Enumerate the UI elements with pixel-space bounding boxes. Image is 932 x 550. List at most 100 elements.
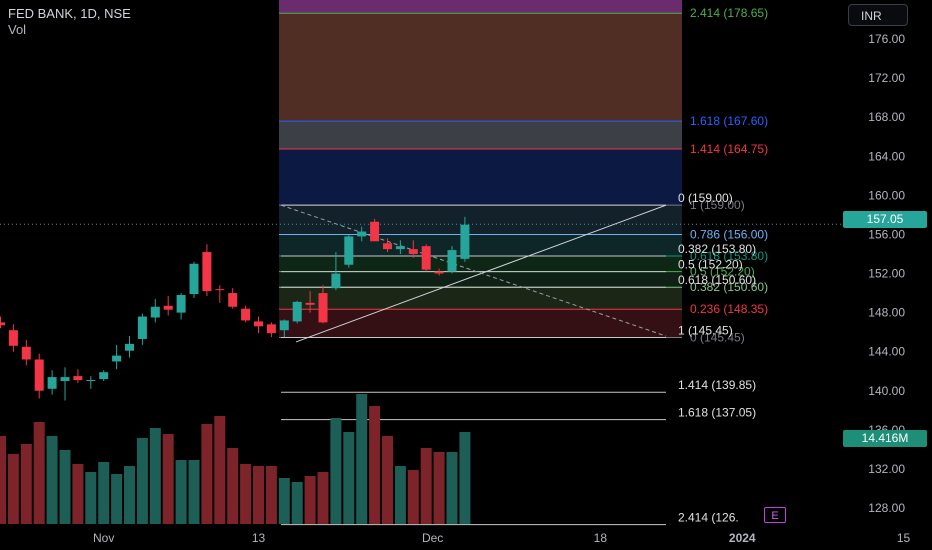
candle-body xyxy=(8,330,18,346)
fib-ext-label: 0.382 (153.80) xyxy=(678,242,756,256)
fib-band xyxy=(279,205,682,235)
candle-body xyxy=(150,306,160,318)
volume-bar xyxy=(291,482,303,524)
candle-body xyxy=(176,295,186,313)
volume-bar xyxy=(317,472,329,524)
candle-body xyxy=(215,289,225,291)
candle-body xyxy=(99,372,109,380)
candle-body xyxy=(408,249,418,254)
fib-ext-label: 1.414 (139.85) xyxy=(678,378,756,392)
candle-body xyxy=(163,305,173,310)
volume-bar xyxy=(446,452,458,524)
volume-bar xyxy=(459,432,471,524)
fib-retracement-left: 2.414 (178.65) 1.618 (167.60) 1.414 (164.7… xyxy=(279,0,768,345)
fib-band xyxy=(279,13,682,122)
candle-body xyxy=(254,321,263,327)
x-axis: Nov 13 Dec 18 2024 15 xyxy=(93,531,910,545)
candles xyxy=(0,216,470,401)
chart-legend: FED BANK, 1D, NSE Vol xyxy=(8,6,131,38)
candle-body xyxy=(279,320,289,331)
candle-body xyxy=(331,273,341,289)
y-tick-label: 172.00 xyxy=(868,71,905,85)
y-tick-label: 164.00 xyxy=(868,149,905,163)
volume-bar xyxy=(265,466,277,524)
candle-body xyxy=(344,236,354,265)
candle-body xyxy=(228,293,238,307)
fib-band xyxy=(279,0,682,14)
y-tick-label: 152.00 xyxy=(868,267,905,281)
candle-body xyxy=(34,359,44,391)
volume-bar xyxy=(33,422,45,524)
volume-bar xyxy=(394,466,406,524)
y-tick-label: 140.00 xyxy=(868,384,905,398)
fib-band xyxy=(279,148,682,206)
fib-ext-label: 0.618 (150.60) xyxy=(678,273,756,287)
fib-level-label: 1.618 (167.60) xyxy=(690,114,768,128)
volume-bar xyxy=(369,406,381,524)
candle-body xyxy=(292,301,302,322)
fib-band xyxy=(279,121,682,149)
candle-body xyxy=(357,231,367,237)
volume-bars xyxy=(0,394,471,524)
candle-body xyxy=(125,343,134,351)
fib-level-label: 0.786 (156.00) xyxy=(690,227,768,241)
fib-level-label: 0.382 (150.60) xyxy=(690,280,768,294)
candle-body xyxy=(318,293,328,323)
fib-level-label: 0.5 (152.20) xyxy=(690,265,755,279)
trend-lines xyxy=(0,204,843,343)
x-tick-label: 2024 xyxy=(729,531,756,545)
candle-body xyxy=(47,377,57,389)
volume-bar xyxy=(201,424,213,524)
volume-bar xyxy=(46,436,58,524)
candle-body xyxy=(0,322,5,326)
volume-bar xyxy=(124,466,135,524)
earnings-badge[interactable]: E xyxy=(764,507,786,523)
fib-ext-label: 1 (145.45) xyxy=(678,324,733,338)
dashed-trend-line xyxy=(280,204,667,337)
volume-bar xyxy=(356,394,368,524)
fib-level-label: 2.414 (178.65) xyxy=(690,6,768,20)
volume-bar xyxy=(407,470,419,524)
candle-body xyxy=(395,246,405,250)
volume-bar xyxy=(59,450,71,524)
fib-ext-label: 2.414 (126. xyxy=(678,511,739,525)
volume-bar xyxy=(214,416,226,524)
volume-bar xyxy=(7,454,19,524)
fib-band xyxy=(279,271,682,288)
volume-bar xyxy=(240,464,252,524)
fib-ext-label: 1.618 (137.05) xyxy=(678,406,756,420)
fib-level-label: 0.236 (148.35) xyxy=(690,302,768,316)
x-tick-label: 13 xyxy=(252,531,266,545)
y-tick-label: 128.00 xyxy=(868,501,905,515)
volume-tag: 14.416M xyxy=(843,430,927,447)
fib-band xyxy=(279,255,682,272)
fib-level-label: 0.618 (153.80) xyxy=(690,249,768,263)
fib-band xyxy=(279,287,682,310)
volume-bar xyxy=(111,474,123,524)
y-tick-label: 132.00 xyxy=(868,462,905,476)
y-tick-label: 168.00 xyxy=(868,110,905,124)
x-tick-label: Dec xyxy=(422,531,443,545)
x-tick-label: 15 xyxy=(897,531,911,545)
volume-bar xyxy=(304,476,316,524)
candle-body xyxy=(202,252,212,292)
candle-body xyxy=(266,324,276,334)
last-price-tag: 157.05 xyxy=(843,211,927,228)
volume-bar xyxy=(162,434,174,524)
volume-bar xyxy=(20,444,32,524)
volume-bar xyxy=(85,472,97,524)
fib-level-label: 0 (145.45) xyxy=(690,331,745,345)
candle-body xyxy=(447,250,457,272)
currency-button[interactable]: INR xyxy=(848,4,908,26)
volume-bar xyxy=(330,418,342,524)
candle-body xyxy=(21,346,31,360)
candle-body xyxy=(189,263,199,295)
fib-level-label: 1.414 (164.75) xyxy=(690,142,768,156)
volume-bar xyxy=(278,478,290,524)
y-tick-label: 156.00 xyxy=(868,227,905,241)
candle-body xyxy=(383,243,392,250)
candle-body xyxy=(73,376,83,381)
candle-body xyxy=(434,271,444,274)
volume-bar xyxy=(382,436,393,524)
